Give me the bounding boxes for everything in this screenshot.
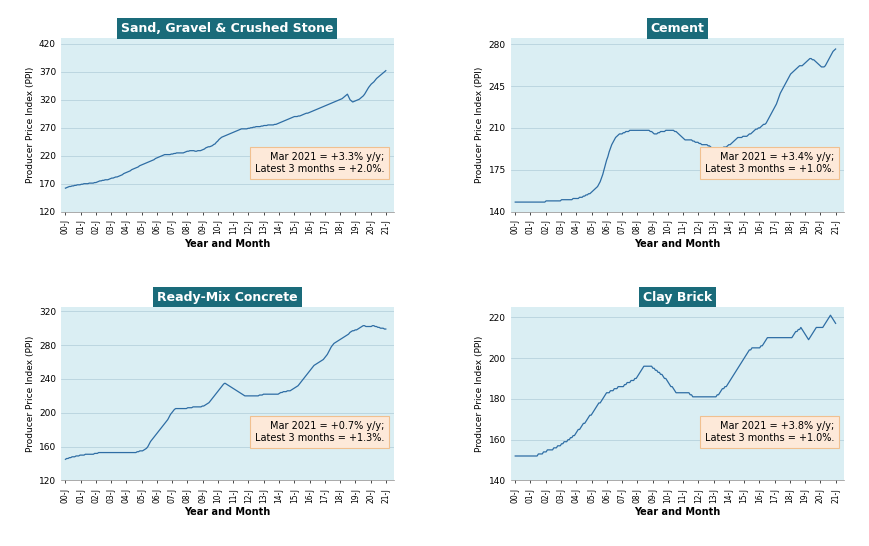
Y-axis label: Producer Price Index (PPI): Producer Price Index (PPI)	[474, 336, 484, 452]
Y-axis label: Producer Price Index (PPI): Producer Price Index (PPI)	[474, 67, 484, 183]
Text: Ready-Mix Concrete: Ready-Mix Concrete	[157, 290, 297, 304]
Text: Mar 2021 = +3.8% y/y;
Latest 3 months = +1.0%.: Mar 2021 = +3.8% y/y; Latest 3 months = …	[704, 421, 833, 443]
Text: Mar 2021 = +3.3% y/y;
Latest 3 months = +2.0%.: Mar 2021 = +3.3% y/y; Latest 3 months = …	[255, 152, 383, 174]
X-axis label: Year and Month: Year and Month	[634, 507, 720, 518]
X-axis label: Year and Month: Year and Month	[634, 239, 720, 248]
Text: Sand, Gravel & Crushed Stone: Sand, Gravel & Crushed Stone	[121, 22, 334, 35]
X-axis label: Year and Month: Year and Month	[184, 239, 270, 248]
Text: Clay Brick: Clay Brick	[642, 290, 711, 304]
Y-axis label: Producer Price Index (PPI): Producer Price Index (PPI)	[25, 336, 35, 452]
Text: Mar 2021 = +0.7% y/y;
Latest 3 months = +1.3%.: Mar 2021 = +0.7% y/y; Latest 3 months = …	[255, 421, 383, 443]
Text: Mar 2021 = +3.4% y/y;
Latest 3 months = +1.0%.: Mar 2021 = +3.4% y/y; Latest 3 months = …	[704, 152, 833, 174]
Y-axis label: Producer Price Index (PPI): Producer Price Index (PPI)	[25, 67, 35, 183]
X-axis label: Year and Month: Year and Month	[184, 507, 270, 518]
Text: Cement: Cement	[650, 22, 703, 35]
